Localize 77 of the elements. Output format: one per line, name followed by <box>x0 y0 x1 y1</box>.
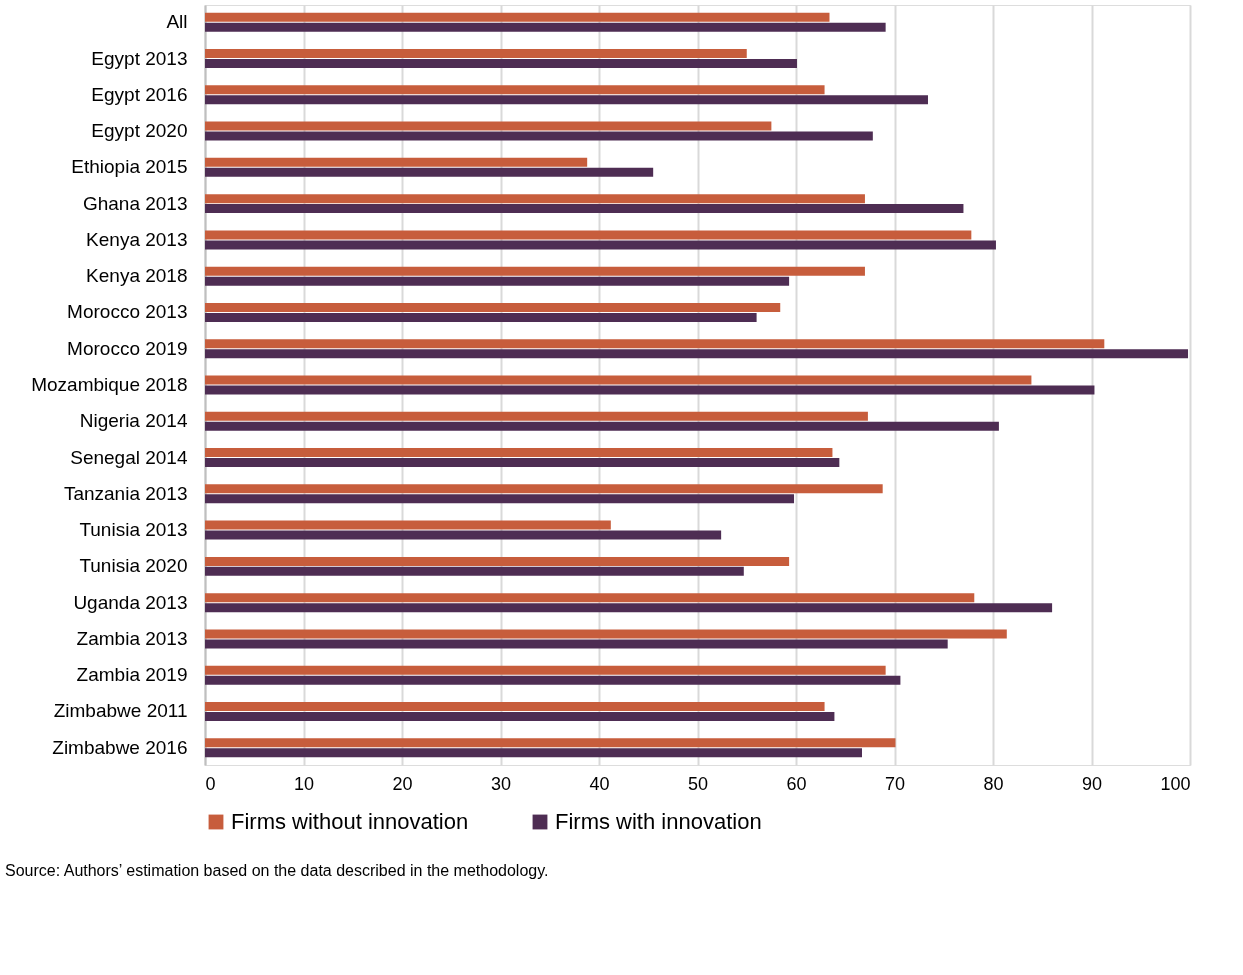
x-tick-label: 70 <box>884 773 906 794</box>
y-tick-label: Nigeria 2014 <box>79 410 188 432</box>
bar <box>205 639 948 649</box>
bar <box>205 157 588 167</box>
bar <box>205 49 747 59</box>
bar <box>205 711 835 721</box>
bar <box>205 593 975 603</box>
y-tick-label: Morocco 2013 <box>67 301 188 323</box>
bar <box>205 167 654 177</box>
source-note: Source: Authors’ estimation based on the data described in the methodology. <box>5 862 549 879</box>
bar <box>205 629 1007 639</box>
bar <box>205 484 883 494</box>
bar <box>205 349 1189 359</box>
y-tick-label: Zimbabwe 2016 <box>52 736 188 758</box>
bar <box>205 385 1095 395</box>
bar <box>205 375 1032 385</box>
y-tick-label: Ethiopia 2015 <box>71 156 188 178</box>
bar <box>205 748 862 758</box>
bar <box>205 458 840 468</box>
y-tick-label: Morocco 2019 <box>67 337 188 359</box>
x-tick-label: 20 <box>392 773 413 794</box>
bar <box>205 302 781 312</box>
y-tick-label: Tunisia 2013 <box>79 519 188 541</box>
bar <box>205 131 873 141</box>
bar <box>205 276 790 286</box>
y-tick-label: Ghana 2013 <box>82 192 188 214</box>
x-tick-label: 60 <box>786 773 807 794</box>
y-tick-label: Tanzania 2013 <box>63 482 188 504</box>
x-tick-label: 10 <box>293 773 315 794</box>
bar <box>205 22 886 32</box>
bar <box>205 556 790 566</box>
y-tick-label: Mozambique 2018 <box>31 374 188 395</box>
bar <box>205 738 896 748</box>
y-tick-label: Kenya 2018 <box>86 265 188 287</box>
x-tick-label: 80 <box>983 773 1004 794</box>
y-tick-label: Zimbabwe 2011 <box>53 700 188 722</box>
x-tick-label: 90 <box>1081 773 1103 794</box>
bar <box>205 530 722 540</box>
bar <box>205 85 825 95</box>
y-tick-label: Egypt 2020 <box>91 120 188 142</box>
y-tick-label: Egypt 2013 <box>91 47 188 69</box>
y-tick-label: Tunisia 2020 <box>79 555 188 577</box>
x-tick-label: 50 <box>687 773 709 794</box>
bar <box>205 665 886 675</box>
bar <box>205 566 744 576</box>
bar <box>205 603 1053 613</box>
bar <box>205 12 830 22</box>
bar <box>205 421 999 431</box>
y-tick-label: Senegal 2014 <box>70 446 188 468</box>
bar <box>205 702 825 711</box>
bar <box>205 520 611 530</box>
y-tick-label: Zambia 2019 <box>76 664 188 686</box>
bar <box>205 59 797 68</box>
x-tick-label: 100 <box>1160 773 1191 794</box>
y-tick-label: All <box>166 11 188 33</box>
bar <box>205 411 868 421</box>
bar <box>205 121 772 131</box>
bar <box>205 312 757 322</box>
bar <box>205 230 972 240</box>
legend-label: Firms without innovation <box>231 809 469 834</box>
bar <box>205 675 901 685</box>
legend-label: Firms with innovation <box>555 809 762 834</box>
x-tick-label: 0 <box>205 773 216 794</box>
y-tick-label: Zambia 2013 <box>76 627 188 649</box>
y-tick-label: Egypt 2016 <box>91 83 188 105</box>
bar <box>205 339 1105 349</box>
bar <box>205 95 928 105</box>
bar <box>205 194 865 204</box>
bar <box>205 448 833 458</box>
x-tick-label: 30 <box>490 773 512 794</box>
bar <box>205 204 964 214</box>
y-tick-label: Uganda 2013 <box>73 591 188 613</box>
bar <box>205 266 865 276</box>
bar <box>205 494 795 504</box>
bar <box>205 240 996 250</box>
y-tick-label: Kenya 2013 <box>86 228 188 250</box>
x-tick-label: 40 <box>589 773 610 794</box>
